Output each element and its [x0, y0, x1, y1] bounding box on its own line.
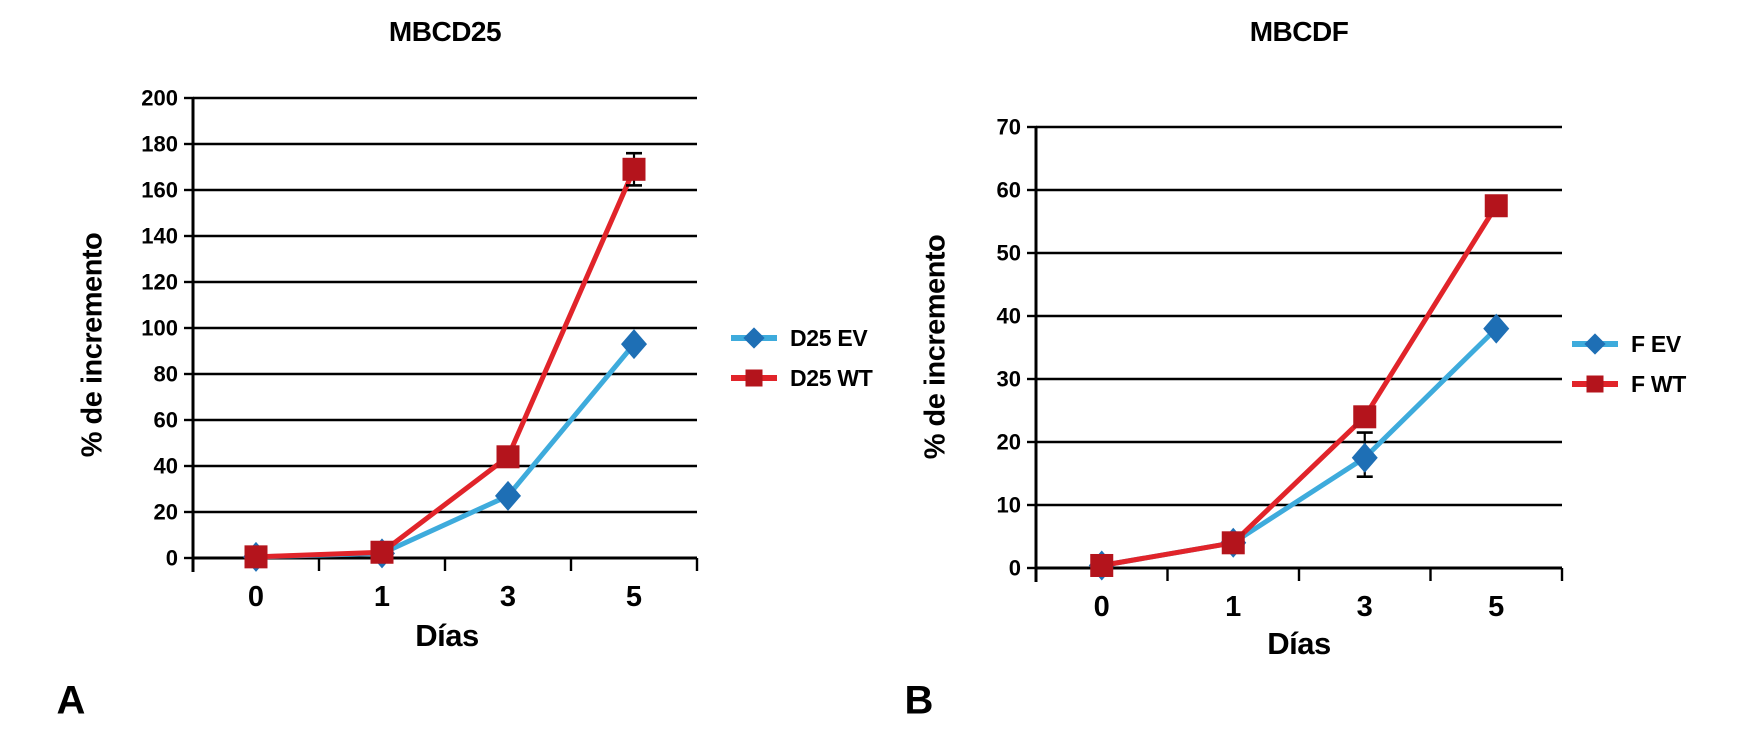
y-tick-label: 200: [141, 86, 178, 111]
data-marker-square: [244, 545, 268, 569]
data-marker-diamond: [621, 329, 647, 360]
data-marker-square: [1484, 194, 1508, 218]
data-marker-square: [1221, 531, 1245, 555]
data-marker-square: [1090, 553, 1114, 577]
y-tick-label: 180: [141, 132, 178, 157]
legend-label: D25 WT: [790, 364, 873, 391]
data-marker-diamond: [1483, 313, 1510, 344]
y-tick-label: 40: [997, 304, 1021, 329]
data-marker-square: [1353, 405, 1377, 429]
legend-diamond-marker-icon: [731, 326, 777, 350]
panel-b-label: B: [904, 678, 934, 723]
x-tick-label: 0: [1094, 591, 1110, 623]
y-tick-label: 30: [997, 367, 1021, 392]
data-marker-square: [496, 445, 520, 469]
y-tick-label: 20: [997, 430, 1021, 455]
legend-square-marker-icon: [1572, 372, 1618, 396]
data-marker-square: [622, 157, 646, 181]
chart-b-title: MBCDF: [1249, 16, 1349, 47]
chart-b-y-axis-title: % de incremento: [919, 234, 952, 460]
legend-item: F EV: [1572, 324, 1686, 364]
chart-a-legend: D25 EV D25 WT: [731, 318, 873, 398]
y-tick-label: 100: [141, 316, 178, 341]
x-tick-label: 3: [500, 581, 516, 613]
y-tick-label: 20: [154, 500, 178, 525]
x-tick-label: 1: [374, 581, 390, 613]
y-tick-label: 50: [997, 241, 1021, 266]
x-tick-label: 1: [1225, 591, 1241, 623]
x-tick-label: 3: [1357, 591, 1373, 623]
y-tick-label: 120: [141, 270, 178, 295]
x-tick-label: 5: [626, 581, 642, 613]
legend-label: D25 EV: [790, 324, 868, 351]
series-line: [1101, 326, 1499, 568]
y-tick-label: 0: [1009, 556, 1021, 581]
y-tick-label: 0: [166, 546, 178, 571]
chart-a-title: MBCD25: [388, 16, 502, 47]
legend-item: D25 EV: [731, 318, 873, 358]
chart-b-legend: F EV F WT: [1572, 324, 1686, 404]
chart-a-x-axis-title: Días: [415, 618, 479, 653]
y-tick-label: 40: [154, 454, 178, 479]
legend-square-marker-icon: [731, 366, 777, 390]
y-tick-label: 60: [997, 178, 1021, 203]
series-line: [255, 342, 636, 560]
y-tick-label: 70: [997, 115, 1021, 140]
series-line: [255, 168, 637, 560]
legend-item: D25 WT: [731, 358, 873, 398]
y-tick-label: 140: [141, 224, 178, 249]
data-marker-square: [370, 540, 394, 564]
legend-diamond-marker-icon: [1572, 332, 1618, 356]
x-tick-label: 0: [248, 581, 264, 613]
panel-a-label: A: [56, 678, 86, 723]
y-tick-label: 160: [141, 178, 178, 203]
data-marker-diamond: [495, 480, 521, 511]
x-tick-label: 5: [1488, 591, 1504, 623]
chart-a-y-axis-title: % de incremento: [76, 232, 109, 458]
series-line: [1101, 204, 1499, 568]
legend-item: F WT: [1572, 364, 1686, 404]
chart-b-x-axis-title: Días: [1267, 626, 1331, 661]
y-tick-label: 80: [154, 362, 178, 387]
y-tick-label: 10: [997, 493, 1021, 518]
legend-label: F EV: [1631, 330, 1681, 357]
data-marker-diamond: [1351, 442, 1378, 473]
legend-label: F WT: [1631, 370, 1686, 397]
y-tick-label: 60: [154, 408, 178, 433]
